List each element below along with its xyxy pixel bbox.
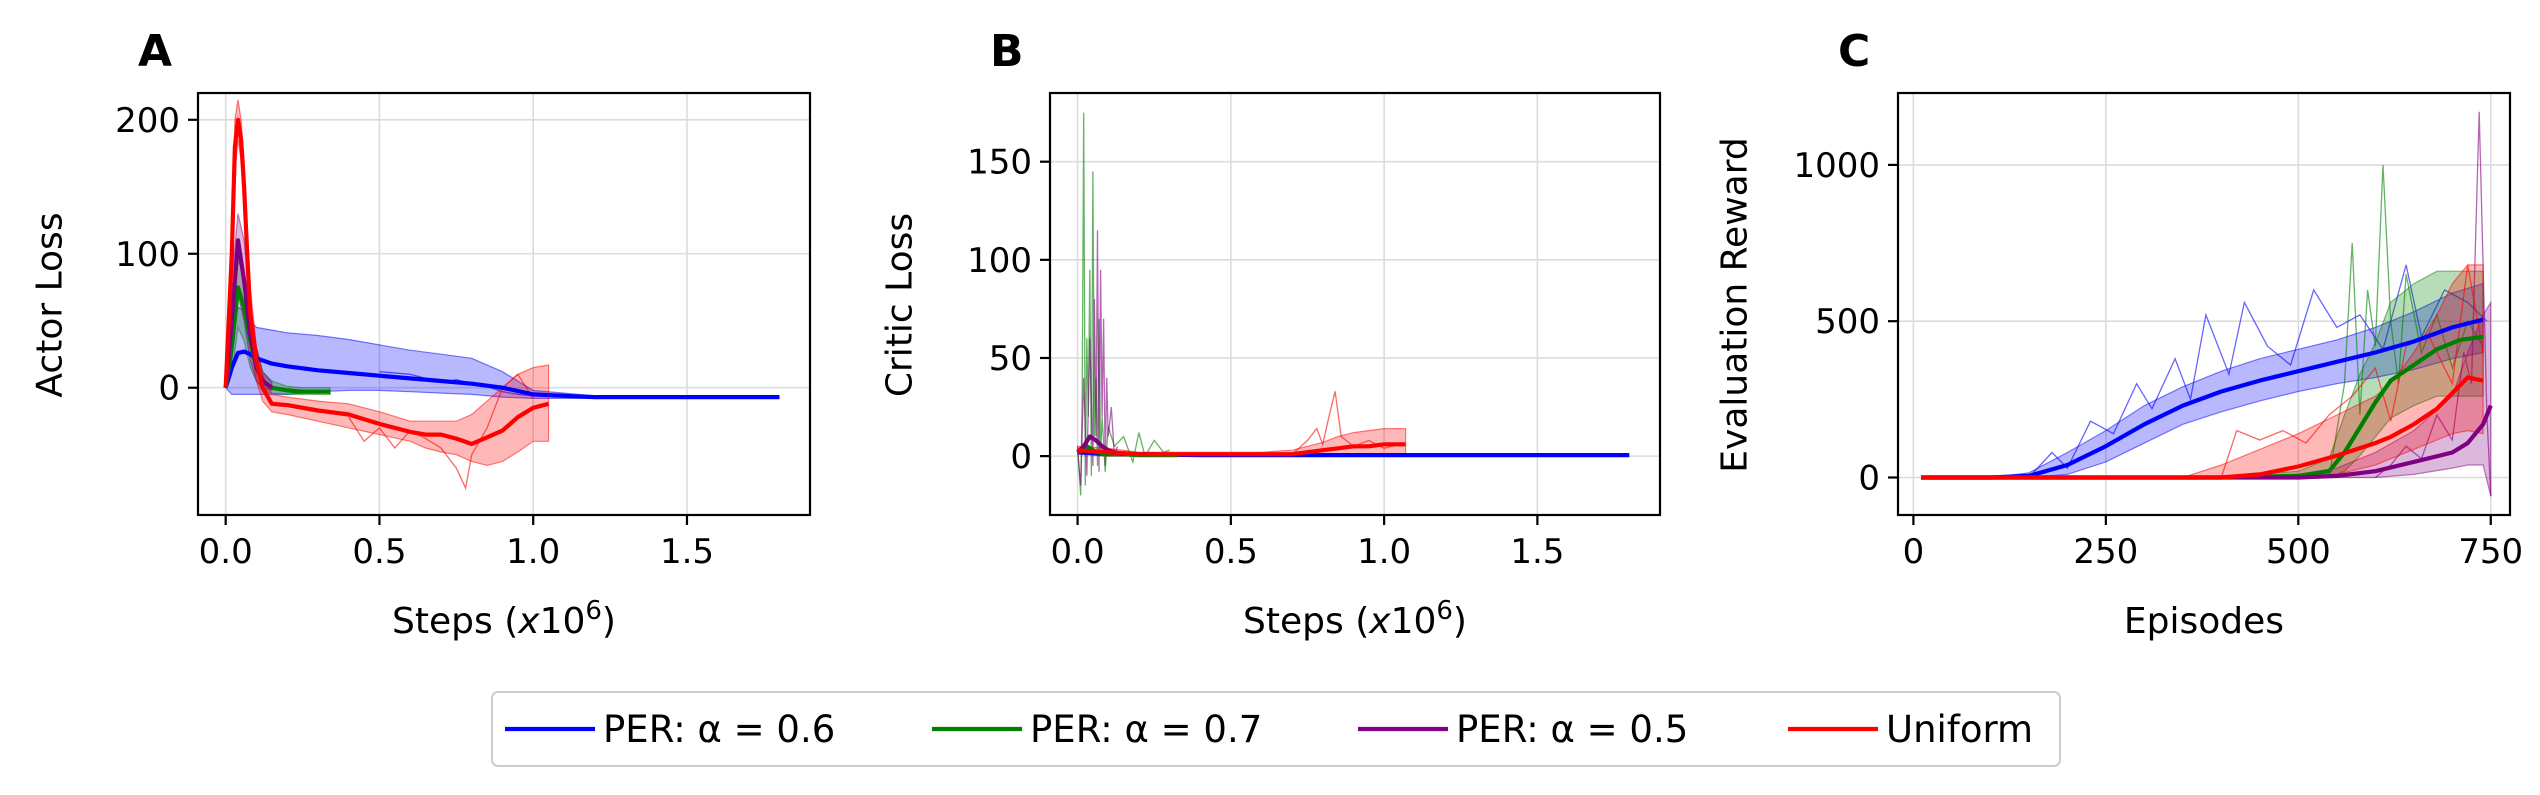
x-tick-label: 1.0 [506, 532, 560, 572]
panel-letter: A [138, 26, 172, 77]
series-uniform-line [1921, 375, 2484, 480]
plot-area [1921, 111, 2493, 497]
y-tick-label: 150 [967, 143, 1032, 183]
y-axis-label: Evaluation Reward [1715, 137, 1756, 472]
plot-area [1076, 112, 1630, 496]
legend-frame [491, 691, 2061, 767]
y-axis-label: Actor Loss [30, 212, 71, 397]
series-uniform-band [225, 99, 550, 467]
legend-label: PER: α = 0.6 [603, 708, 835, 751]
series-uniform-raw-line [1291, 391, 1400, 455]
series-uniform-line [1077, 442, 1406, 457]
panel-a: 0.0 0.5 1.0 1.5 0 100 200 Steps (x106) Actor Los… [30, 26, 812, 642]
panel-b: 0.0 0.5 1.0 1.5 0 50 100 150 Steps (x106) Critic … [880, 26, 1662, 642]
series-per-0-6-line [1921, 317, 2484, 480]
y-tick-label: 50 [989, 339, 1032, 379]
y-tick-label: 200 [115, 101, 180, 141]
series-uniform-raw-line [2220, 264, 2484, 478]
x-axis-label: Episodes [2124, 601, 2284, 642]
legend-entry: PER: α = 0.6 [505, 708, 835, 751]
legend-label: Uniform [1886, 708, 2033, 751]
y-tick-label: 0 [158, 369, 180, 409]
x-tick-label: 0 [1903, 532, 1925, 572]
panel-letter: B [990, 26, 1024, 77]
y-tick-label: 100 [967, 241, 1032, 281]
legend-label: PER: α = 0.7 [1030, 708, 1262, 751]
x-tick-label: 750 [2458, 532, 2523, 572]
series-per-0-5-raw-line [1076, 230, 1119, 486]
panel-letter: C [1838, 26, 1870, 77]
series-uniform-raw-line [348, 373, 534, 491]
plot-area [223, 99, 780, 491]
y-axis-label: Critic Loss [880, 213, 921, 397]
x-tick-label: 0.0 [1051, 532, 1105, 572]
legend-entry: PER: α = 0.7 [932, 708, 1262, 751]
series-per-0-6-raw-line [2028, 264, 2488, 478]
x-tick-label: 0.0 [199, 532, 253, 572]
x-tick-label: 250 [2073, 532, 2138, 572]
series-per-0-7-raw-line [2328, 164, 2484, 478]
x-tick-label: 0.5 [1204, 532, 1258, 572]
legend-label: PER: α = 0.5 [1456, 708, 1688, 751]
x-tick-label: 1.5 [1510, 532, 1564, 572]
x-tick-label: 1.0 [1357, 532, 1411, 572]
axes-frame [196, 91, 812, 517]
axes-frame [1896, 91, 2512, 517]
y-tick-label: 1000 [1793, 146, 1880, 186]
panels-layer: 0.0 0.5 1.0 1.5 0 100 200 Steps (x106) Actor Los… [30, 26, 2524, 642]
series-uniform-line [223, 117, 550, 447]
series-per-0-6-line [223, 349, 780, 400]
axes-frame [1048, 91, 1662, 517]
series-per-0-5-raw-line [2374, 111, 2492, 497]
y-tick-label: 0 [1858, 458, 1880, 498]
y-tick-label: 0 [1010, 437, 1032, 477]
legend: PER: α = 0.6 PER: α = 0.7 PER: α = 0.5 Unif… [491, 691, 2061, 767]
series-per-0-6-band [225, 306, 780, 399]
x-axis-label: Steps (x106) [392, 596, 616, 642]
x-tick-label: 500 [2266, 532, 2331, 572]
legend-entry: PER: α = 0.5 [1358, 708, 1688, 751]
panel-c: 0 250 500 750 0 500 1000 Episodes Evaluation Rew… [1715, 26, 2524, 642]
legend-entry: Uniform [1788, 708, 2033, 751]
y-tick-label: 100 [115, 235, 180, 275]
x-tick-label: 0.5 [352, 532, 406, 572]
y-tick-label: 500 [1815, 302, 1880, 342]
x-axis-label: Steps (x106) [1243, 596, 1467, 642]
x-tick-label: 1.5 [660, 532, 714, 572]
